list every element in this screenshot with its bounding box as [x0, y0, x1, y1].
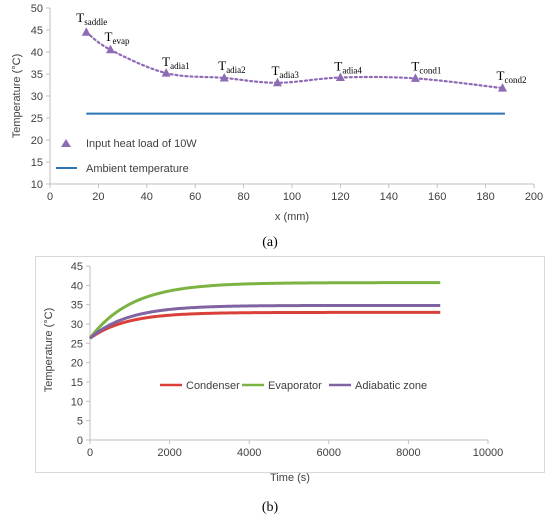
chart-b-y-axis-label: Temperature (°C)	[43, 308, 55, 392]
heat-load-point	[498, 83, 508, 92]
series-adiabatic-zone-line	[89, 303, 441, 340]
series-condenser-line	[89, 310, 441, 340]
heat-load-point	[161, 68, 171, 77]
annotation-subscript: cond1	[419, 65, 441, 75]
annotation-base: T	[497, 68, 505, 83]
chart-a-x-tick-label: 120	[331, 191, 349, 203]
chart-b-y-tick-label: 30	[71, 319, 83, 331]
chart-b-x-tick-label: 10000	[473, 447, 504, 459]
series-evaporator-line	[88, 281, 441, 340]
chart-a-y-tick-label: 35	[31, 69, 43, 81]
chart-b-y-tick-label: 5	[77, 416, 83, 428]
annotation-base: T	[76, 10, 84, 25]
heat-load-point	[410, 73, 420, 82]
heat-load-point	[272, 77, 282, 87]
chart-b-x-tick-label: 4000	[237, 447, 261, 459]
chart-b-y-tick-label: 40	[71, 280, 83, 292]
annotation-base: T	[105, 29, 113, 44]
caption-a-text: (a)	[262, 235, 278, 250]
annotation-base: T	[334, 59, 342, 74]
annotation-saddle: Tsaddle	[76, 10, 107, 27]
heat-load-point	[106, 44, 115, 54]
annotation-cond2: Tcond2	[497, 68, 527, 85]
chart-a-y-tick-label: 40	[31, 47, 43, 59]
chart-b-x-tick-label: 2000	[157, 447, 181, 459]
chart-a: 0 20 40 60 80 100 120 140 160 180 200 10 15 20 25 30 35 4…	[11, 3, 543, 250]
chart-b-tick-labels: 0 2000 4000 6000 8000 10000 0 5 10 15 20 25 30 35 40 45	[71, 261, 504, 459]
annotation-adia1: Tadia1	[162, 54, 189, 71]
annotation-evap: Tevap	[105, 29, 130, 46]
legend-label-evaporator: Evaporator	[268, 380, 322, 392]
annotation-base: T	[218, 58, 226, 73]
chart-a-x-tick-label: 60	[189, 191, 201, 203]
caption-b-text: (b)	[262, 500, 279, 515]
annotation-subscript: saddle	[84, 17, 107, 27]
annotation-adia2: Tadia2	[218, 58, 245, 75]
chart-b-y-tick-label: 15	[71, 377, 83, 389]
annotation-base: T	[411, 58, 419, 73]
heat-load-point	[219, 72, 229, 82]
chart-a-x-axis-label: x (mm)	[275, 211, 309, 223]
annotation-subscript: adia4	[342, 66, 362, 76]
chart-b-y-tick-label: 20	[71, 358, 83, 370]
legend-label-adiabatic: Adiabatic zone	[355, 380, 427, 392]
chart-a-tick-labels: 0 20 40 60 80 100 120 140 160 180 200 10 15 20 25 30 35 4…	[31, 3, 543, 203]
chart-a-x-tick-label: 100	[283, 191, 301, 203]
chart-a-x-tick-label: 20	[92, 191, 104, 203]
chart-a-y-tick-label: 20	[31, 135, 43, 147]
chart-b-y-tick-label: 35	[71, 300, 83, 312]
chart-a-y-tick-label: 50	[31, 3, 43, 15]
heat-load-point	[81, 27, 91, 36]
chart-a-x-tick-label: 160	[428, 191, 446, 203]
annotation-adia4: Tadia4	[334, 59, 362, 76]
chart-b-axes	[86, 265, 489, 444]
annotation-subscript: adia1	[170, 61, 190, 71]
chart-b-x-axis-label: Time (s)	[270, 472, 310, 484]
legend-label-heat-load: Input heat load of 10W	[86, 138, 197, 150]
chart-a-x-tick-label: 40	[141, 191, 153, 203]
chart-a-y-tick-label: 15	[31, 157, 43, 169]
legend-label-ambient: Ambient temperature	[86, 163, 189, 175]
chart-b-y-tick-label: 0	[77, 435, 83, 447]
chart-a-axes	[46, 7, 535, 188]
chart-b-series	[88, 281, 441, 340]
chart-a-legend: Input heat load of 10W Ambient temperatu…	[56, 138, 197, 175]
chart-b-legend: Condenser Evaporator Adiabatic zone	[160, 380, 427, 392]
chart-b-frame	[35, 256, 545, 473]
chart-a-series	[81, 27, 508, 115]
chart-b-x-tick-label: 0	[87, 447, 93, 459]
chart-a-y-tick-label: 25	[31, 113, 43, 125]
annotation-base: T	[162, 54, 170, 69]
chart-a-y-tick-label: 10	[31, 179, 43, 191]
chart-a-x-tick-label: 200	[525, 191, 543, 203]
chart-a-x-tick-label: 80	[237, 191, 249, 203]
annotation-subscript: cond2	[504, 75, 526, 85]
annotation-subscript: evap	[112, 36, 129, 46]
annotation-adia3: Tadia3	[271, 63, 299, 80]
chart-a-x-tick-label: 0	[47, 191, 53, 203]
chart-a-y-axis-label: Temperature (°C)	[11, 54, 23, 138]
chart-a-x-tick-label: 140	[380, 191, 398, 203]
annotation-cond1: Tcond1	[411, 58, 441, 75]
heat-load-point	[335, 72, 345, 82]
caption-b: (b)	[262, 500, 279, 515]
chart-b-y-tick-label: 25	[71, 338, 83, 350]
caption-a: (a)	[262, 235, 278, 250]
chart-b-y-tick-label: 10	[71, 396, 83, 408]
chart-a-y-tick-label: 45	[31, 25, 43, 37]
chart-b-y-tick-label: 45	[71, 261, 83, 273]
chart-b: 0 2000 4000 6000 8000 10000 0 5 10 15 20 25 30 35 40 45…	[35, 256, 545, 515]
chart-a-x-tick-label: 180	[476, 191, 494, 203]
legend-marker-heat-load	[61, 139, 71, 147]
legend-label-condenser: Condenser	[186, 380, 240, 392]
chart-b-x-tick-label: 8000	[396, 447, 420, 459]
annotation-base: T	[271, 63, 279, 78]
chart-a-y-tick-label: 30	[31, 91, 43, 103]
annotation-subscript: adia2	[226, 65, 246, 75]
annotation-subscript: adia3	[279, 70, 299, 80]
chart-b-x-tick-label: 6000	[317, 447, 341, 459]
